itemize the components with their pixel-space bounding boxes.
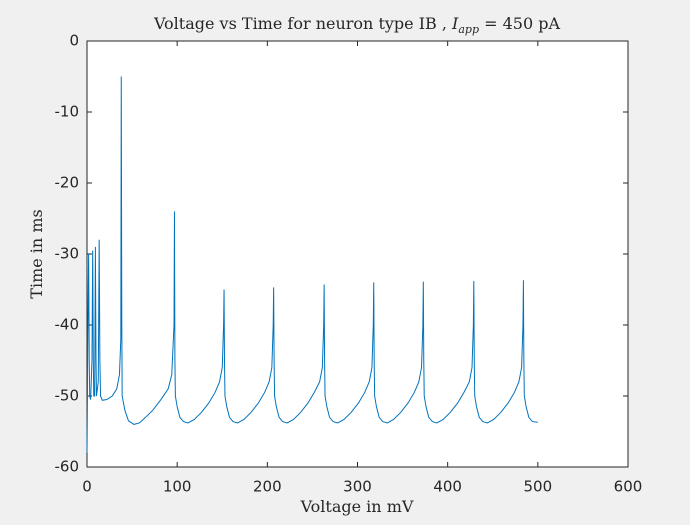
y-tick-label: -60 <box>55 458 80 476</box>
y-tick-label: 0 <box>69 32 79 50</box>
y-axis-label: Time in ms <box>27 209 46 298</box>
x-tick-label: 300 <box>343 478 372 496</box>
y-tick-label: -10 <box>55 103 80 121</box>
x-tick-label: 0 <box>82 478 92 496</box>
y-tick-label: -50 <box>55 387 80 405</box>
title-text: = 450 pA <box>479 14 560 33</box>
x-tick-label: 400 <box>433 478 462 496</box>
title-var: I <box>451 14 459 33</box>
x-tick-label: 600 <box>614 478 643 496</box>
x-axis-label: Voltage in mV <box>300 497 414 516</box>
y-tick-label: -40 <box>55 316 80 334</box>
y-tick-label: -20 <box>55 174 80 192</box>
title-text: Voltage vs Time for neuron type IB , <box>153 14 452 33</box>
line-series <box>86 76 538 453</box>
title-subscript: app <box>458 23 479 36</box>
x-tick-label: 200 <box>253 478 282 496</box>
x-tick-label: 500 <box>524 478 553 496</box>
chart-title: Voltage vs Time for neuron type IB , Iap… <box>153 14 561 36</box>
y-tick-label: -30 <box>55 245 80 263</box>
x-tick-label: 100 <box>163 478 192 496</box>
plot-area <box>86 40 629 468</box>
